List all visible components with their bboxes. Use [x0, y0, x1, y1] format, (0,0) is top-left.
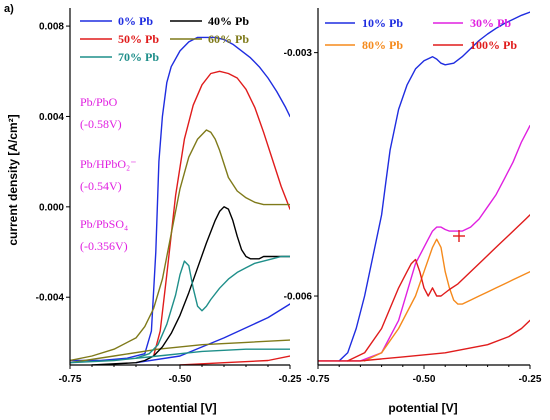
series-line-3: [179, 355, 290, 365]
legend-item-50-pb: 50% Pb: [80, 32, 159, 46]
legend-label: 80% Pb: [362, 38, 403, 52]
left-x-axis-title: potential [V]: [147, 401, 216, 415]
equilibrium-annotations: Pb/PbO (-0.58V) Pb/HPbO₂⁻ (-0.54V) Pb/Pb…: [80, 95, 137, 253]
legend-label: 0% Pb: [118, 14, 153, 28]
series-line-7: [135, 255, 290, 359]
series-line-1: [318, 124, 530, 362]
y-tick-label: -0.003: [284, 48, 313, 59]
series-line-2: [152, 70, 290, 357]
annotation-pb-pbso4-potential: (-0.356V): [80, 239, 128, 253]
x-tick-label: -0.50: [169, 374, 192, 385]
legend-item-80-pb: 80% Pb: [325, 38, 403, 52]
x-tick-label: -0.25: [519, 374, 542, 385]
left-y-axis-title: current density [A/cm²]: [6, 114, 20, 245]
series-line-0: [338, 11, 530, 362]
legend-label: 10% Pb: [362, 16, 403, 30]
x-tick-label: -0.75: [59, 374, 82, 385]
series-line-0: [70, 36, 290, 362]
legend-label: 70% Pb: [118, 50, 159, 64]
left-legend: 0% Pb 40% Pb 50% Pb 60% Pb 70% Pb: [80, 14, 249, 64]
right-legend: 10% Pb 30% Pb 80% Pb 100% Pb: [325, 16, 517, 52]
y-tick-label: -0.006: [284, 292, 313, 303]
legend-label: 100% Pb: [470, 38, 517, 52]
legend-label: 60% Pb: [208, 32, 249, 46]
annotation-pb-hpbo2: Pb/HPbO₂⁻: [80, 157, 137, 171]
y-tick-label: 0.008: [39, 22, 64, 33]
legend-label: 30% Pb: [470, 16, 511, 30]
x-tick-label: -0.75: [307, 374, 330, 385]
series-line-3: [347, 214, 530, 362]
cross-marker: [453, 230, 465, 242]
legend-item-0-pb: 0% Pb: [80, 14, 153, 28]
y-tick-label: 0.000: [39, 202, 64, 213]
annotation-pb-pbo: Pb/PbO: [80, 95, 118, 109]
annotation-pb-pbo-potential: (-0.58V): [80, 117, 122, 131]
series-line-1: [135, 303, 290, 364]
series-line-5: [70, 339, 290, 364]
legend-item-70-pb: 70% Pb: [80, 50, 159, 64]
annotation-pb-hpbo2-potential: (-0.54V): [80, 179, 122, 193]
series-line-2: [363, 238, 530, 362]
series-group: [70, 36, 290, 365]
series-line-8: [70, 348, 290, 364]
right-x-axis-title: potential [V]: [388, 401, 457, 415]
y-tick-label: -0.004: [36, 293, 65, 304]
annotation-pb-pbso4: Pb/PbSO₄: [80, 217, 128, 231]
series-group: [318, 11, 530, 362]
right-chart: -0.75 -0.50 -0.25 -0.003 -0.006: [284, 8, 542, 385]
legend-label: 40% Pb: [208, 14, 249, 28]
series-line-4: [70, 129, 290, 362]
legend-label: 50% Pb: [118, 32, 159, 46]
legend-item-60-pb: 60% Pb: [170, 32, 249, 46]
y-tick-label: 0.004: [39, 112, 64, 123]
legend-item-100-pb: 100% Pb: [433, 38, 517, 52]
left-chart: -0.75 -0.50 -0.25 0.008 0.004 0.000 -0.004: [36, 8, 302, 385]
legend-item-30-pb: 30% Pb: [433, 16, 511, 30]
x-tick-label: -0.50: [413, 374, 436, 385]
series-line-6: [91, 206, 290, 365]
panel-letter: a): [4, 3, 14, 15]
legend-item-40-pb: 40% Pb: [170, 14, 249, 28]
series-line-4: [318, 319, 530, 362]
x-tick-label: -0.25: [279, 374, 302, 385]
legend-item-10-pb: 10% Pb: [325, 16, 403, 30]
